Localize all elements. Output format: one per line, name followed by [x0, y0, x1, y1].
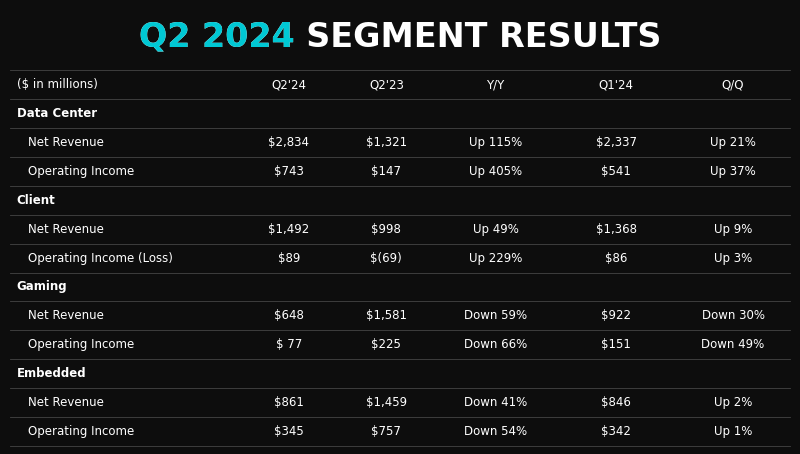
Text: Gaming: Gaming	[17, 281, 67, 293]
Text: Up 3%: Up 3%	[714, 252, 752, 265]
Text: $89: $89	[278, 252, 300, 265]
Text: $1,368: $1,368	[596, 223, 637, 236]
Text: Down 41%: Down 41%	[464, 396, 527, 409]
Text: Up 229%: Up 229%	[469, 252, 522, 265]
Text: $922: $922	[602, 309, 631, 322]
Text: $998: $998	[371, 223, 402, 236]
Text: Operating Income: Operating Income	[28, 425, 134, 438]
Text: $2,337: $2,337	[596, 136, 637, 149]
Text: Q1'24: Q1'24	[598, 78, 634, 91]
Text: $1,581: $1,581	[366, 309, 407, 322]
Text: ($ in millions): ($ in millions)	[17, 78, 98, 91]
Text: $861: $861	[274, 396, 304, 409]
Text: $86: $86	[605, 252, 627, 265]
Text: $2,834: $2,834	[269, 136, 310, 149]
Text: Up 21%: Up 21%	[710, 136, 756, 149]
Text: Data Center: Data Center	[17, 107, 97, 120]
Text: $225: $225	[371, 338, 402, 351]
Text: Q2 2024 SEGMENT RESULTS: Q2 2024 SEGMENT RESULTS	[139, 20, 661, 54]
Text: Down 59%: Down 59%	[464, 309, 527, 322]
Text: Y/Y: Y/Y	[486, 78, 505, 91]
Text: $1,321: $1,321	[366, 136, 407, 149]
Text: Net Revenue: Net Revenue	[28, 396, 104, 409]
Text: Up 115%: Up 115%	[469, 136, 522, 149]
Text: Down 66%: Down 66%	[464, 338, 527, 351]
Text: Up 1%: Up 1%	[714, 425, 752, 438]
Text: Q/Q: Q/Q	[722, 78, 744, 91]
Text: $345: $345	[274, 425, 304, 438]
Text: $648: $648	[274, 309, 304, 322]
Text: $1,492: $1,492	[268, 223, 310, 236]
Text: $147: $147	[371, 165, 402, 178]
Text: Up 405%: Up 405%	[469, 165, 522, 178]
Text: Down 49%: Down 49%	[702, 338, 765, 351]
Text: Operating Income: Operating Income	[28, 338, 134, 351]
Text: $846: $846	[602, 396, 631, 409]
Text: $(69): $(69)	[370, 252, 402, 265]
Text: Operating Income: Operating Income	[28, 165, 134, 178]
Text: $1,459: $1,459	[366, 396, 407, 409]
Text: $ 77: $ 77	[276, 338, 302, 351]
Text: $541: $541	[602, 165, 631, 178]
Text: Q2'24: Q2'24	[271, 78, 306, 91]
Text: Net Revenue: Net Revenue	[28, 309, 104, 322]
Text: Embedded: Embedded	[17, 367, 86, 380]
Text: Net Revenue: Net Revenue	[28, 223, 104, 236]
Text: Client: Client	[17, 194, 55, 207]
Text: Q2'23: Q2'23	[369, 78, 404, 91]
Text: Q2 2024: Q2 2024	[139, 20, 294, 54]
Text: Down 30%: Down 30%	[702, 309, 765, 322]
Text: Up 9%: Up 9%	[714, 223, 752, 236]
Text: $151: $151	[602, 338, 631, 351]
Text: Down 54%: Down 54%	[464, 425, 527, 438]
Text: Up 49%: Up 49%	[473, 223, 518, 236]
Text: Operating Income (Loss): Operating Income (Loss)	[28, 252, 173, 265]
Text: Up 37%: Up 37%	[710, 165, 756, 178]
Text: $757: $757	[371, 425, 402, 438]
Text: $743: $743	[274, 165, 304, 178]
Text: Up 2%: Up 2%	[714, 396, 752, 409]
Text: $342: $342	[602, 425, 631, 438]
Text: Net Revenue: Net Revenue	[28, 136, 104, 149]
